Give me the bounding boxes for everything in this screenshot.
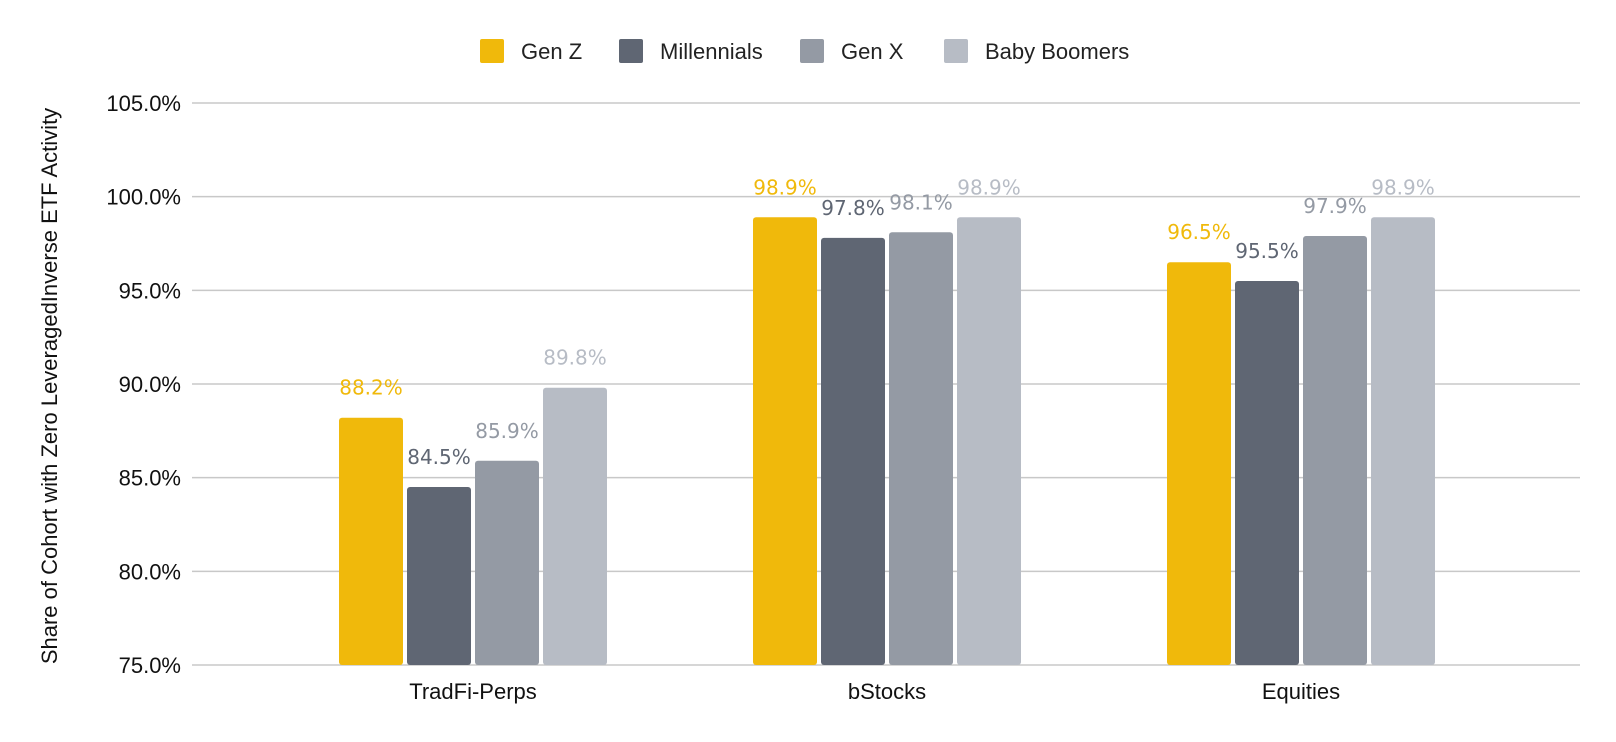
legend-label: Baby Boomers (985, 39, 1129, 64)
bar (821, 237, 885, 665)
x-tick-label: Equities (1262, 679, 1340, 704)
y-tick-label: 85.0% (119, 466, 181, 491)
bar (1235, 280, 1299, 665)
legend-swatch (800, 39, 824, 63)
data-label: 98.9% (753, 175, 817, 199)
legend-label: Gen Z (521, 39, 582, 64)
y-tick-label: 90.0% (119, 372, 181, 397)
bar (1371, 217, 1435, 666)
y-tick-label: 75.0% (119, 653, 181, 678)
bar (889, 232, 953, 665)
data-label: 97.8% (821, 196, 885, 220)
data-label: 98.9% (1371, 175, 1435, 199)
bar (407, 487, 471, 665)
bar (339, 417, 403, 665)
legend-swatch (480, 39, 504, 63)
bar (957, 217, 1021, 666)
x-tick-label: TradFi-Perps (409, 679, 537, 704)
bars (339, 217, 1435, 666)
data-label: 98.9% (957, 175, 1021, 199)
data-label: 96.5% (1167, 220, 1231, 244)
data-label: 95.5% (1235, 239, 1299, 263)
bar (543, 387, 607, 665)
y-tick-label: 95.0% (119, 278, 181, 303)
data-label: 97.9% (1303, 194, 1367, 218)
x-tick-label: bStocks (848, 679, 926, 704)
data-label: 98.1% (889, 190, 953, 214)
legend-swatch (944, 39, 968, 63)
bar (753, 217, 817, 666)
y-axis-ticks: 75.0% 80.0% 85.0% 90.0% 95.0% 100.0% 105.0% (106, 91, 181, 678)
y-tick-label: 100.0% (106, 185, 181, 210)
x-axis-ticks: TradFi-Perps bStocks Equities (409, 679, 1340, 704)
legend: Gen Z Millennials Gen X Baby Boomers (480, 39, 1129, 64)
data-labels: 88.2%84.5%85.9%89.8%98.9%97.8% 98.1%98.9%… (339, 175, 1435, 469)
data-label: 84.5% (407, 445, 471, 469)
data-label: 85.9% (475, 419, 539, 443)
legend-label: Millennials (660, 39, 763, 64)
data-label: 89.8% (543, 346, 607, 370)
data-label: 88.2% (339, 376, 403, 400)
legend-label: Gen X (841, 39, 904, 64)
bar (1303, 236, 1367, 666)
bar (1167, 262, 1231, 665)
bar (475, 460, 539, 665)
y-axis-title: Share of Cohort with Zero LeveragedInver… (37, 108, 62, 664)
y-tick-label: 105.0% (106, 91, 181, 116)
legend-swatch (619, 39, 643, 63)
y-tick-label: 80.0% (119, 559, 181, 584)
